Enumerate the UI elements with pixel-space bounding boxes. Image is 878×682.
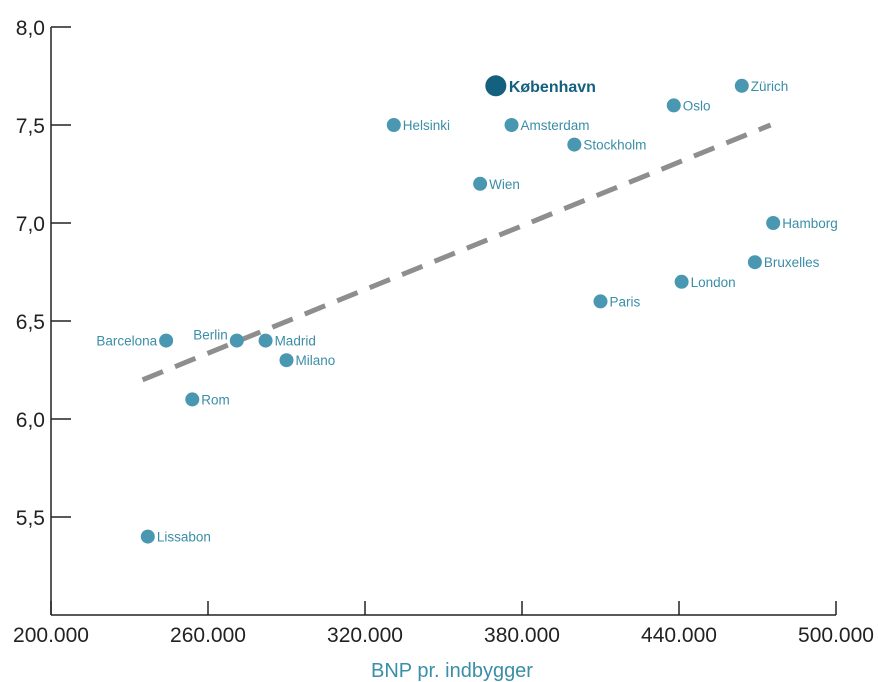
trendline	[141, 122, 772, 383]
data-point	[734, 78, 749, 93]
data-point	[279, 353, 294, 368]
point-label: København	[509, 79, 596, 96]
point-label: London	[691, 275, 736, 290]
data-point	[674, 274, 689, 289]
data-point	[386, 118, 401, 132]
y-tick-label: 6,5	[16, 311, 45, 334]
data-point	[747, 255, 762, 270]
point-label: Barcelona	[96, 334, 157, 349]
point-label: Helsinki	[403, 118, 450, 133]
point-label: Amsterdam	[521, 118, 590, 133]
y-tick-label: 5,5	[16, 507, 45, 530]
data-point	[229, 333, 244, 348]
highlight-point	[485, 75, 507, 97]
point-label: Oslo	[683, 98, 711, 113]
y-tick-label: 8,0	[16, 17, 45, 40]
points-layer: København Zürich Oslo Helsinki Amsterdam Stoc…	[96, 75, 838, 545]
axes: 5,5 6,0 6,5 7,0 7,5 8,0 200.000 260.000 320.000 3…	[13, 17, 874, 647]
point-label: Paris	[610, 294, 641, 309]
data-point	[666, 98, 681, 113]
x-tick-label: 380.000	[484, 624, 560, 647]
data-point	[473, 176, 488, 191]
point-label: Madrid	[275, 334, 316, 349]
data-point	[567, 137, 582, 152]
point-label: Bruxelles	[764, 255, 820, 270]
data-point	[159, 333, 174, 348]
point-label: Wien	[489, 177, 520, 192]
data-point	[593, 294, 608, 309]
data-point	[258, 333, 273, 348]
point-label: Berlin	[193, 328, 228, 343]
x-tick-label: 440.000	[641, 624, 717, 647]
point-label: Lissabon	[157, 530, 211, 545]
x-tick-label: 200.000	[13, 624, 89, 647]
point-label: Rom	[201, 392, 230, 407]
data-point	[185, 392, 200, 407]
data-point	[504, 118, 519, 132]
data-point	[766, 216, 781, 230]
point-label: Stockholm	[583, 138, 646, 153]
y-tick-label: 6,0	[16, 409, 45, 432]
data-point	[140, 529, 155, 544]
x-tick-label: 260.000	[170, 624, 246, 647]
point-label: Hamborg	[782, 216, 838, 231]
x-tick-label: 500.000	[798, 624, 874, 647]
point-label: Zürich	[751, 79, 789, 94]
x-tick-label: 320.000	[327, 624, 403, 647]
y-tick-label: 7,0	[16, 213, 45, 236]
y-tick-label: 7,5	[16, 115, 45, 138]
x-axis-title: BNP pr. indbygger	[371, 660, 533, 682]
trendline-layer	[141, 122, 772, 383]
point-label: Milano	[296, 353, 336, 368]
